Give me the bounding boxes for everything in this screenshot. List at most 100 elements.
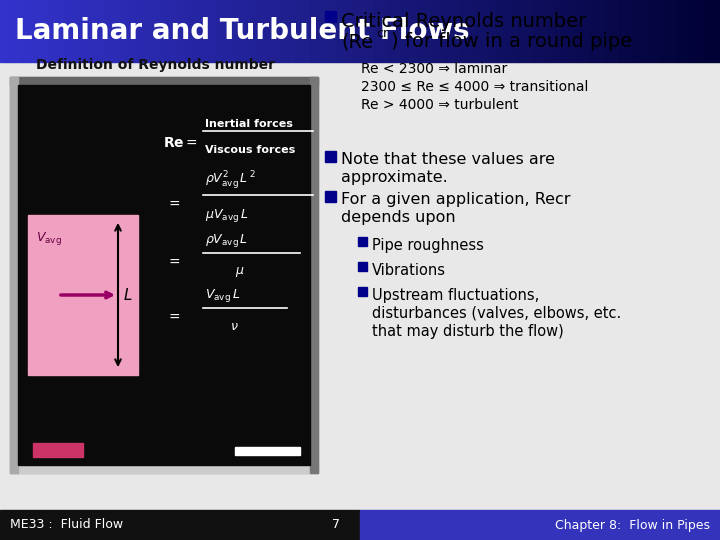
Bar <box>468 0 475 62</box>
Bar <box>50 0 58 62</box>
Text: =: = <box>168 256 179 270</box>
Bar <box>58 0 65 62</box>
Bar <box>562 0 569 62</box>
Text: ) for flow in a round pipe: ) for flow in a round pipe <box>391 32 632 51</box>
Text: Critical Reynolds number: Critical Reynolds number <box>341 12 586 31</box>
Bar <box>10 77 318 473</box>
Bar <box>410 0 418 62</box>
Bar <box>266 0 274 62</box>
Bar <box>166 0 173 62</box>
Bar <box>94 0 101 62</box>
Text: =: = <box>168 311 179 325</box>
Text: (Re: (Re <box>341 32 373 51</box>
Bar <box>576 0 583 62</box>
Bar <box>130 0 137 62</box>
Bar <box>698 0 706 62</box>
Bar <box>475 0 482 62</box>
Bar <box>634 0 641 62</box>
Bar <box>360 0 367 62</box>
Bar <box>235 447 300 455</box>
Bar <box>302 0 310 62</box>
Bar <box>526 0 533 62</box>
Bar <box>10 77 18 473</box>
Bar <box>173 0 180 62</box>
Bar <box>439 0 446 62</box>
Bar <box>202 0 209 62</box>
Bar <box>122 0 130 62</box>
Bar <box>10 465 318 473</box>
Text: For a given application, Recr: For a given application, Recr <box>341 192 570 207</box>
Text: Definition of Reynolds number: Definition of Reynolds number <box>35 58 274 72</box>
Bar <box>360 510 720 540</box>
Text: Re < 2300 ⇒ laminar: Re < 2300 ⇒ laminar <box>361 62 508 76</box>
Bar <box>396 0 403 62</box>
Bar <box>28 215 138 375</box>
Text: =: = <box>168 198 179 212</box>
Text: Upstream fluctuations,: Upstream fluctuations, <box>372 288 539 303</box>
Bar <box>389 0 396 62</box>
Bar <box>187 0 194 62</box>
Bar <box>353 0 360 62</box>
Bar <box>274 0 281 62</box>
Bar <box>590 0 598 62</box>
Text: disturbances (valves, elbows, etc.: disturbances (valves, elbows, etc. <box>372 306 621 321</box>
Bar <box>482 0 490 62</box>
Bar <box>325 151 336 162</box>
Bar <box>418 0 425 62</box>
Bar <box>598 0 605 62</box>
Bar <box>14 0 22 62</box>
Text: that may disturb the flow): that may disturb the flow) <box>372 324 564 339</box>
Bar <box>554 0 562 62</box>
Text: approximate.: approximate. <box>341 170 448 185</box>
Bar <box>101 0 108 62</box>
Bar <box>605 0 612 62</box>
Bar <box>432 0 439 62</box>
Text: Re > 4000 ⇒ turbulent: Re > 4000 ⇒ turbulent <box>361 98 518 112</box>
Bar <box>108 0 115 62</box>
Text: $V_{\mathrm{avg}}$: $V_{\mathrm{avg}}$ <box>36 230 62 247</box>
Bar <box>325 11 336 22</box>
Bar <box>7 0 14 62</box>
Bar <box>670 0 677 62</box>
Bar <box>504 0 511 62</box>
Bar <box>358 237 367 246</box>
Bar <box>358 287 367 296</box>
Bar <box>655 0 662 62</box>
Bar <box>533 0 540 62</box>
Bar <box>612 0 619 62</box>
Bar <box>684 0 691 62</box>
Bar <box>238 0 245 62</box>
Bar <box>10 77 318 85</box>
Bar <box>72 0 79 62</box>
Bar <box>29 0 36 62</box>
Bar <box>317 0 324 62</box>
Bar <box>403 0 410 62</box>
Bar <box>43 0 50 62</box>
Bar <box>86 0 94 62</box>
Bar <box>619 0 626 62</box>
Bar <box>194 0 202 62</box>
Text: $\mu$: $\mu$ <box>235 265 245 279</box>
Bar <box>65 0 72 62</box>
Bar <box>454 0 461 62</box>
Bar <box>547 0 554 62</box>
Bar <box>259 0 266 62</box>
Bar <box>0 0 7 62</box>
Bar <box>648 0 655 62</box>
Bar <box>706 0 713 62</box>
Bar <box>33 443 83 457</box>
Bar <box>137 0 144 62</box>
Bar <box>230 0 238 62</box>
Text: Vibrations: Vibrations <box>372 263 446 278</box>
Text: 2300 ≤ Re ≤ 4000 ⇒ transitional: 2300 ≤ Re ≤ 4000 ⇒ transitional <box>361 80 588 94</box>
Bar <box>331 0 338 62</box>
Bar <box>288 0 295 62</box>
Text: Laminar and Turbulent Flows: Laminar and Turbulent Flows <box>15 17 469 45</box>
Bar <box>540 0 547 62</box>
Text: Viscous forces: Viscous forces <box>205 145 295 155</box>
Bar <box>144 0 151 62</box>
Bar <box>641 0 648 62</box>
Bar <box>677 0 684 62</box>
Bar <box>367 0 374 62</box>
Text: ME33 :  Fluid Flow: ME33 : Fluid Flow <box>10 518 123 531</box>
